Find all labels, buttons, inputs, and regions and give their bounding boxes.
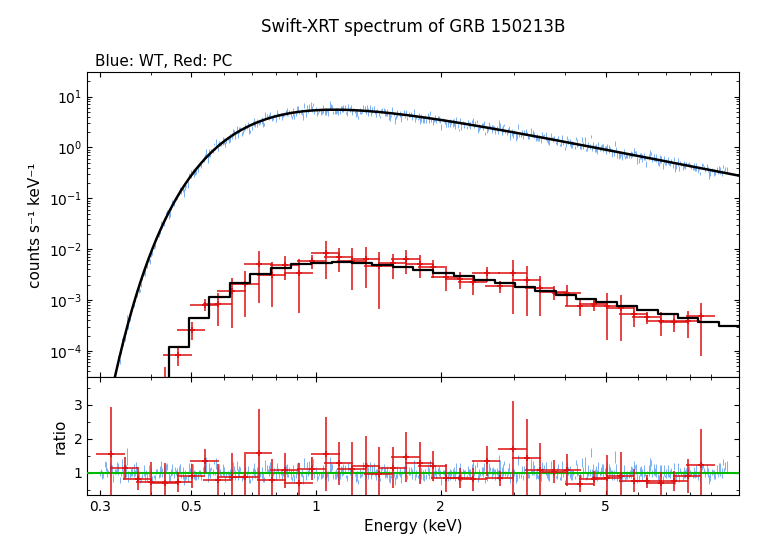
- Y-axis label: ratio: ratio: [53, 419, 68, 454]
- Y-axis label: counts s⁻¹ keV⁻¹: counts s⁻¹ keV⁻¹: [28, 162, 43, 287]
- Text: Blue: WT, Red: PC: Blue: WT, Red: PC: [95, 54, 232, 70]
- Text: Swift-XRT spectrum of GRB 150213B: Swift-XRT spectrum of GRB 150213B: [261, 18, 565, 36]
- X-axis label: Energy (keV): Energy (keV): [364, 519, 462, 534]
